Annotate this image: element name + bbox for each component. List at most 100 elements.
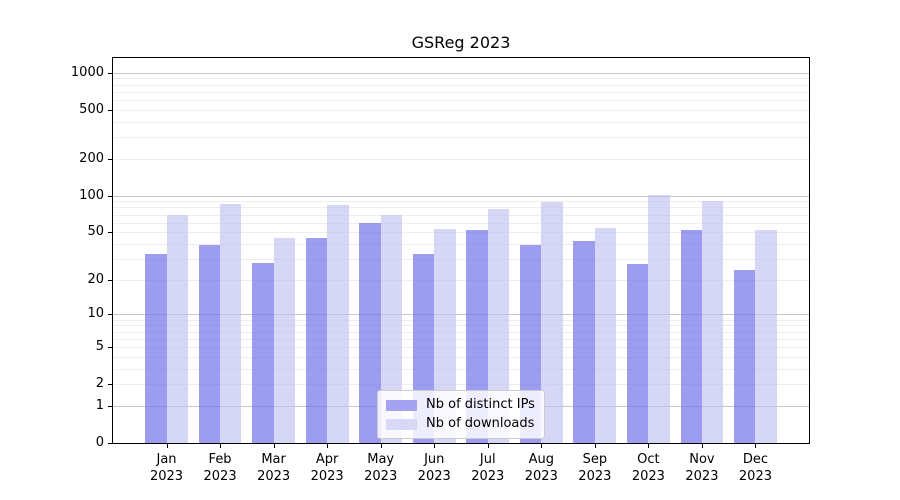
x-tick-month: Aug — [528, 452, 554, 467]
x-tick-month: May — [367, 452, 395, 467]
x-tick-mark — [220, 444, 222, 448]
plot-area: Nb of distinct IPs Nb of downloads — [113, 58, 809, 443]
x-tick-month: Jan — [156, 452, 177, 467]
x-tick-month: Oct — [637, 452, 660, 467]
minor-gridline — [113, 232, 809, 234]
bar-distinct-ips-dec — [734, 270, 756, 443]
x-tick-label-feb: Feb 2023 — [190, 451, 250, 485]
bar-distinct-ips-may — [359, 222, 381, 443]
minor-gridline — [113, 319, 809, 321]
bar-downloads-may — [380, 214, 403, 443]
bar-distinct-ips-apr — [305, 237, 328, 443]
major-gridline — [113, 195, 809, 197]
major-gridline — [113, 314, 809, 316]
x-tick-label-mar: Mar 2023 — [244, 451, 304, 485]
minor-gridline — [113, 368, 809, 370]
y-tick-label: 50 — [87, 224, 104, 240]
x-tick-label-apr: Apr 2023 — [297, 451, 357, 485]
minor-gridline — [113, 201, 809, 203]
x-tick-label-jul: Jul 2023 — [458, 451, 518, 485]
x-tick-month: Jul — [479, 452, 496, 467]
minor-gridline — [113, 100, 809, 102]
x-tick-mark — [273, 444, 275, 448]
minor-gridline — [113, 356, 809, 358]
x-tick-label-jun: Jun 2023 — [404, 451, 464, 485]
y-tick-mark — [108, 443, 112, 444]
minor-gridline — [113, 325, 809, 327]
x-tick-label-dec: Dec 2023 — [725, 451, 785, 485]
x-tick-mark — [648, 444, 650, 448]
distinct-ips-swatch-icon — [386, 399, 417, 411]
x-tick-mark — [327, 444, 329, 448]
minor-gridline — [113, 91, 809, 93]
y-tick-label: 200 — [79, 150, 104, 166]
bar-downloads-mar — [273, 237, 295, 443]
minor-gridline — [113, 84, 809, 86]
chart-title: GSReg 2023 — [411, 33, 511, 52]
x-tick-year: 2023 — [310, 469, 344, 484]
minor-gridline — [113, 338, 809, 340]
x-tick-label-jan: Jan 2023 — [137, 451, 197, 485]
y-tick-mark — [108, 158, 112, 160]
minor-gridline — [113, 137, 809, 139]
legend-item-downloads: Nb of downloads — [386, 416, 535, 432]
bar-distinct-ips-jul — [466, 230, 488, 443]
x-tick-month: Jun — [424, 452, 445, 467]
y-tick-label: 1 — [95, 397, 104, 413]
x-tick-label-nov: Nov 2023 — [672, 451, 732, 485]
x-tick-month: Sep — [582, 452, 608, 467]
minor-gridline — [113, 331, 809, 333]
x-tick-year: 2023 — [578, 469, 612, 484]
y-tick-mark — [108, 405, 112, 407]
bar-downloads-apr — [327, 204, 349, 443]
x-tick-year: 2023 — [685, 469, 719, 484]
x-tick-month: Dec — [742, 452, 769, 467]
x-tick-year: 2023 — [364, 469, 398, 484]
major-gridline — [113, 72, 809, 74]
bar-downloads-feb — [220, 204, 242, 443]
x-tick-year: 2023 — [149, 469, 184, 484]
bar-downloads-oct — [648, 195, 670, 443]
x-tick-mark — [166, 444, 168, 448]
minor-gridline — [113, 214, 809, 216]
y-tick-label: 20 — [87, 271, 104, 287]
bar-distinct-ips-feb — [198, 245, 221, 443]
minor-gridline — [113, 279, 809, 281]
y-tick-label: 500 — [79, 101, 104, 117]
x-tick-year: 2023 — [257, 469, 291, 484]
minor-gridline — [113, 243, 809, 245]
y-tick-label: 100 — [79, 187, 104, 203]
y-tick-mark — [108, 109, 112, 111]
y-tick-mark — [108, 232, 112, 234]
bar-distinct-ips-sep — [573, 241, 595, 443]
bar-distinct-ips-mar — [252, 262, 274, 443]
bar-downloads-jul — [487, 208, 510, 443]
y-tick-label: 0 — [95, 435, 104, 450]
y-tick-label: 5 — [95, 338, 104, 354]
x-tick-year: 2023 — [738, 469, 772, 484]
bar-downloads-jun — [434, 229, 456, 443]
x-tick-mark — [755, 444, 757, 448]
minor-gridline — [113, 207, 809, 209]
bar-downloads-aug — [541, 201, 563, 443]
minor-gridline — [113, 78, 809, 80]
y-tick-mark — [108, 72, 112, 74]
y-tick-label: 1000 — [70, 64, 104, 80]
legend-label: Nb of distinct IPs — [426, 397, 535, 412]
minor-gridline — [113, 346, 809, 348]
x-tick-month: Mar — [261, 452, 286, 467]
y-tick-mark — [108, 279, 112, 281]
legend-item-distinct-ips: Nb of distinct IPs — [386, 397, 535, 413]
bar-downloads-dec — [755, 230, 777, 443]
minor-gridline — [113, 158, 809, 160]
minor-gridline — [113, 384, 809, 386]
x-tick-mark — [434, 444, 436, 448]
bar-downloads-nov — [701, 201, 724, 443]
x-tick-mark — [594, 444, 596, 448]
x-tick-label-may: May 2023 — [351, 451, 411, 485]
bar-distinct-ips-oct — [626, 264, 649, 443]
legend: Nb of distinct IPs Nb of downloads — [377, 390, 545, 439]
minor-gridline — [113, 121, 809, 123]
x-tick-month: Nov — [689, 452, 715, 467]
